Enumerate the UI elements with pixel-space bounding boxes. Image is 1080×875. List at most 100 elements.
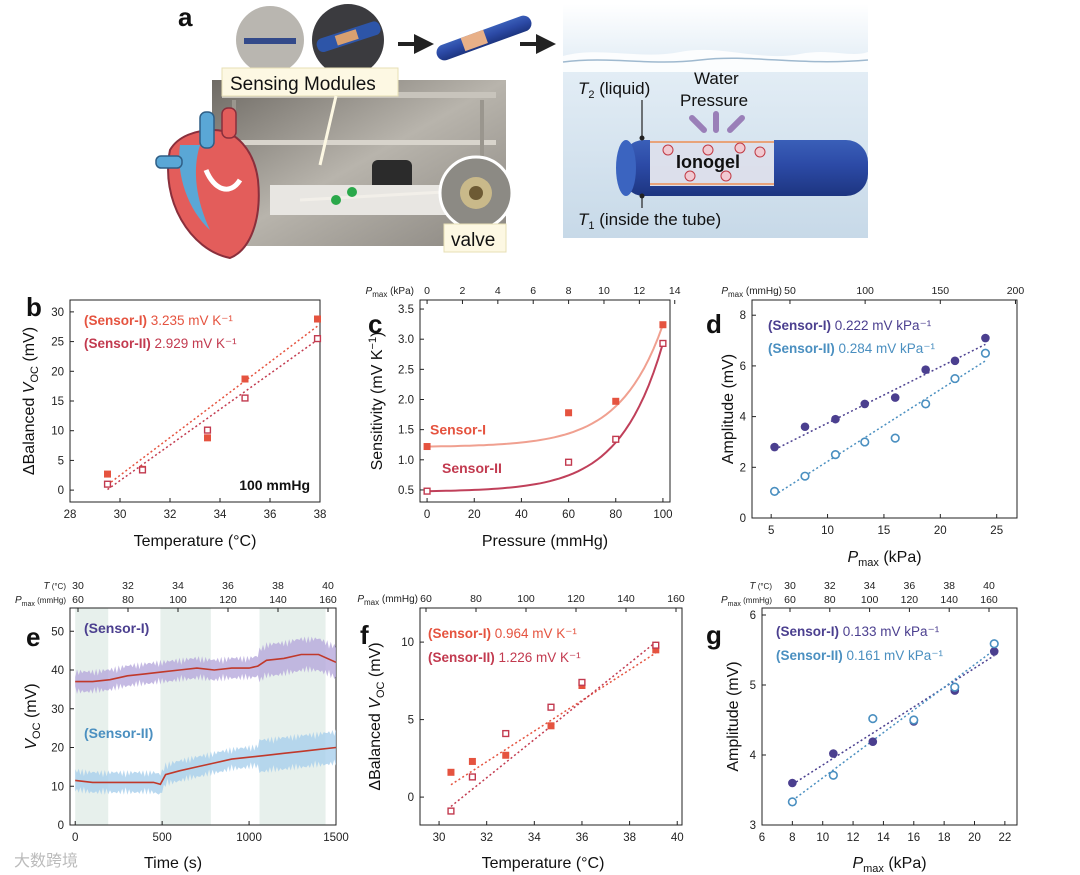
x-tick-label: 30 (114, 509, 127, 521)
heart-icon (155, 107, 260, 260)
x-axis-title: Temperature (°C) (134, 533, 257, 550)
plot-frame (761, 607, 1018, 826)
x-tick-label: 100 (653, 509, 672, 521)
top-tick-label: 30 (72, 580, 84, 592)
shaded-band (75, 608, 109, 825)
top-tick-label: 160 (980, 594, 998, 606)
x-tick-label: 34 (214, 509, 227, 521)
y-tick-label: 3.0 (398, 334, 414, 346)
top-tick-label: 60 (72, 594, 84, 606)
y-tick-label: 1.5 (398, 425, 414, 437)
inset-photo-1 (236, 6, 304, 74)
y-tick-label: 2.0 (398, 394, 414, 406)
data-point (103, 480, 112, 488)
y-axis-title: ΔBalanced VOC (mV) (21, 327, 41, 475)
panel-label-b: b (26, 292, 42, 322)
data-point (659, 339, 667, 348)
noise-band (75, 729, 336, 795)
x-tick-label: 1500 (323, 832, 349, 844)
fit-curve (427, 324, 664, 448)
data-point (830, 450, 841, 460)
x-axis-title: Pmax (kPa) (852, 855, 926, 875)
top-tick-label: 50 (784, 285, 796, 297)
legend-entry: (Sensor-I) 0.222 mV kPa⁻¹ (768, 318, 932, 333)
chart-f: 30 32 34 36 38 40 0 5 10 f 60 80 100 120 140 160 Pmax (m… (357, 593, 685, 872)
data-point (241, 394, 249, 402)
top-tick-label: 120 (567, 593, 585, 605)
data-point (652, 646, 660, 654)
x-tick-label: 0 (72, 832, 78, 844)
water-pressure-label-2: Pressure (680, 91, 748, 110)
y-tick-label: 0 (58, 485, 64, 497)
x-axis-title: Time (s) (144, 855, 202, 872)
legend-entry: (Sensor-II) 0.161 mV kPa⁻¹ (776, 648, 943, 663)
x-tick-label: 40 (515, 509, 528, 521)
data-point (769, 486, 780, 496)
x-tick-label: 10 (816, 832, 829, 844)
top-tick-label: 40 (983, 580, 995, 592)
data-point (868, 737, 878, 746)
fit-line (107, 325, 318, 486)
top-tick-label: 12 (634, 285, 646, 297)
fit-line (450, 652, 657, 786)
plot-frame (69, 607, 337, 826)
y-tick-label: 3.5 (398, 304, 414, 316)
y-tick-label: 5 (58, 455, 64, 467)
chart-b: 28 30 32 34 36 38 0 5 10 15 20 25 30 b (Sensor-I) 3.23… (21, 292, 326, 550)
valve-label: valve (451, 230, 495, 251)
data-point (950, 682, 960, 692)
top-tick-label: 38 (272, 580, 284, 592)
x-tick-label: 6 (759, 832, 765, 844)
top-tick-label: 120 (901, 594, 919, 606)
top-tick-label: 100 (861, 594, 879, 606)
top-tick-label: 140 (940, 594, 958, 606)
pressure-arrows (689, 111, 745, 133)
data-point (829, 749, 838, 758)
top-tick-label: 120 (219, 594, 237, 606)
y-tick-label: 0 (740, 513, 746, 525)
t2-label: T2 (liquid) (578, 79, 650, 101)
top-tick-label: 80 (470, 593, 482, 605)
y-tick-label: 20 (51, 366, 64, 378)
data-point (989, 639, 999, 649)
panel-label-c: c (368, 309, 382, 339)
ionogel-label: Ionogel (676, 152, 740, 172)
data-point (447, 807, 455, 815)
y-tick-label: 3 (750, 820, 756, 832)
data-point (502, 751, 510, 759)
data-point (950, 373, 960, 384)
legend-entry: (Sensor-II) 2.929 mV K⁻¹ (84, 336, 237, 351)
panel-a: a Se (155, 2, 869, 260)
x-tick-label: 28 (64, 509, 77, 521)
y-tick-label: 0.5 (398, 485, 414, 497)
top-tick-label: 150 (932, 285, 950, 297)
top-tick-label: 80 (824, 594, 836, 606)
y-axis-title: Amplitude (mV) (725, 661, 742, 771)
data-point (468, 757, 476, 765)
x-tick-label: 500 (153, 832, 172, 844)
x-tick-label: 60 (562, 509, 575, 521)
valve-box (443, 223, 507, 253)
y-tick-label: 6 (750, 610, 756, 622)
y-tick-label: 50 (51, 626, 64, 638)
data-point (547, 722, 555, 730)
top-tick-label: 140 (617, 593, 635, 605)
top-axis-title: Pmax (mmHg) (721, 286, 782, 299)
y-tick-label: 10 (51, 426, 64, 438)
t1-label: T1 (inside the tube) (578, 210, 721, 232)
x-tick-label: 20 (968, 832, 981, 844)
y-tick-label: 10 (51, 781, 64, 793)
y-axis-title: VOC (mV) (23, 683, 43, 749)
top-tick-label: 80 (122, 594, 134, 606)
shaded-band (160, 608, 211, 825)
x-tick-label: 20 (934, 525, 947, 537)
top-tick-label: 36 (222, 580, 234, 592)
sensing-modules-label: Sensing Modules (230, 74, 376, 95)
data-point (860, 399, 870, 409)
x-tick-label: 16 (907, 832, 920, 844)
top-tick-label: 6 (530, 285, 536, 297)
panel-label-g: g (706, 620, 722, 650)
x-tick-label: 12 (847, 832, 860, 844)
